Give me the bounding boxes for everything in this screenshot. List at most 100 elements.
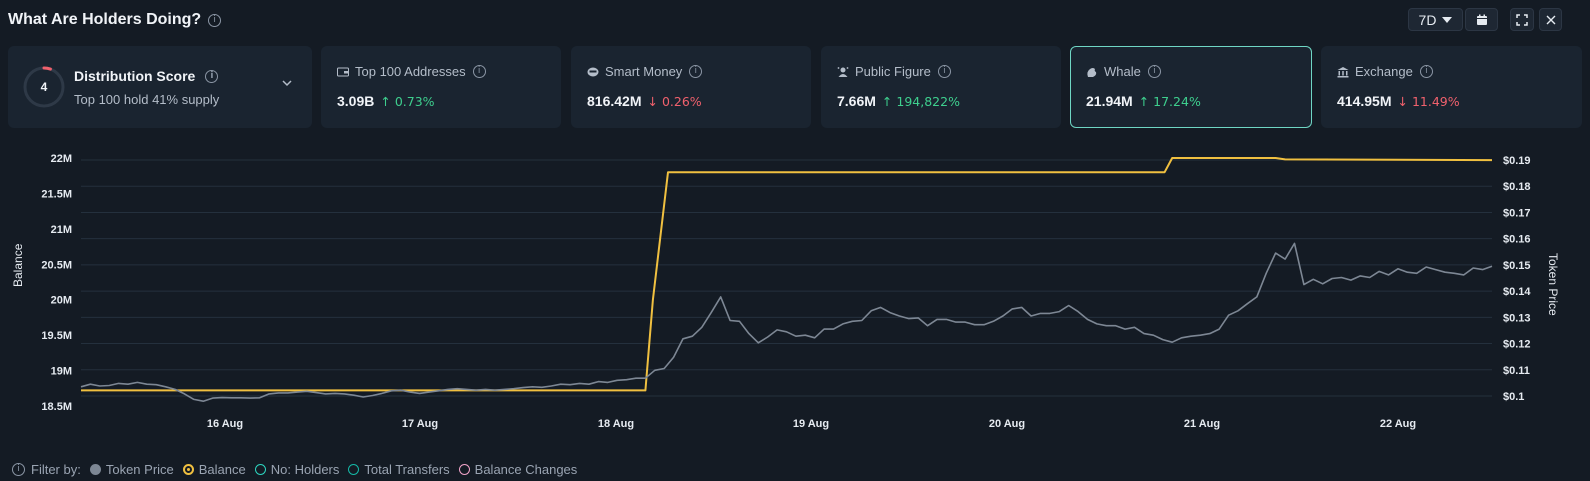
filter-dot	[89, 464, 101, 475]
card-label-row: Whale i	[1086, 64, 1161, 79]
info-icon[interactable]: i	[12, 463, 25, 476]
chart-filters: i Filter by: Token Price Balance No: Hol…	[12, 462, 586, 477]
card-value-row: 816.42M ↓ 0.26%	[587, 93, 702, 109]
info-icon[interactable]: i	[472, 65, 486, 78]
distribution-score-card[interactable]: 4 Distribution Score i Top 100 hold 41% …	[8, 46, 312, 128]
filter-balance[interactable]: Balance	[182, 462, 246, 477]
x-tick-label: 21 Aug	[1184, 418, 1220, 430]
info-icon[interactable]: i	[1147, 65, 1161, 78]
filter-dot	[348, 464, 360, 475]
card-exchange[interactable]: Exchange i 414.95M ↓ 11.49%	[1321, 46, 1582, 128]
star-person-icon	[837, 66, 849, 77]
y-axis-left-label: Balance	[11, 243, 25, 287]
filter-dot	[182, 464, 194, 475]
info-icon[interactable]: i	[1419, 65, 1433, 78]
balance-series-line	[81, 157, 1493, 392]
filter-balance-changes[interactable]: Balance Changes	[458, 462, 577, 477]
y-right-tick-label: $0.13	[1503, 312, 1531, 324]
info-icon[interactable]: i	[205, 69, 219, 83]
card-value: 414.95M	[1337, 93, 1392, 109]
filter-item-label: Token Price	[105, 462, 174, 477]
info-icon[interactable]: i	[937, 65, 951, 78]
card-change: 0.73%	[394, 94, 435, 109]
caret-down-icon	[1442, 16, 1453, 23]
page-title: What Are Holders Doing?	[8, 11, 202, 28]
card-label: Whale	[1104, 64, 1141, 79]
card-whale[interactable]: Whale i 21.94M ↑ 17.24%	[1070, 46, 1312, 128]
calendar-button[interactable]	[1465, 8, 1498, 31]
close-icon	[1546, 15, 1555, 24]
chevron-down-icon[interactable]	[280, 76, 294, 90]
calendar-icon	[1476, 14, 1487, 25]
card-label: Smart Money	[605, 64, 683, 79]
holder-cards: 4 Distribution Score i Top 100 hold 41% …	[8, 46, 1582, 128]
card-label: Exchange	[1355, 64, 1413, 79]
card-label: Public Figure	[855, 64, 931, 79]
y-right-tick-label: $0.14	[1503, 286, 1531, 298]
y-left-tick-label: 19.5M	[41, 330, 72, 342]
whale-icon	[1087, 67, 1097, 77]
card-change: 0.26%	[661, 94, 702, 109]
close-button[interactable]	[1539, 8, 1562, 31]
card-value: 21.94M	[1086, 93, 1133, 109]
card-change: 194,822%	[896, 94, 960, 109]
card-value-row: 21.94M ↑ 17.24%	[1086, 93, 1201, 109]
card-value-row: 3.09B ↑ 0.73%	[337, 93, 435, 109]
filter-no-holders[interactable]: No: Holders	[254, 462, 340, 477]
card-value-row: 7.66M ↑ 194,822%	[837, 93, 960, 109]
y-right-tick-label: $0.16	[1503, 234, 1531, 246]
filter-dot	[254, 464, 266, 475]
timeframe-dropdown[interactable]: 7D	[1408, 8, 1463, 31]
x-tick-label: 18 Aug	[598, 418, 634, 430]
x-tick-label: 17 Aug	[402, 418, 438, 430]
y-left-tick-label: 20M	[51, 295, 72, 307]
y-right-tick-label: $0.17	[1503, 207, 1531, 219]
card-top-100-addresses[interactable]: Top 100 Addresses i 3.09B ↑ 0.73%	[321, 46, 561, 128]
y-right-tick-label: $0.12	[1503, 339, 1531, 351]
card-change: 11.49%	[1411, 94, 1460, 109]
card-label: Top 100 Addresses	[355, 64, 466, 79]
y-left-tick-label: 21M	[51, 224, 72, 236]
card-label-row: Public Figure i	[837, 64, 951, 79]
filter-item-label: No: Holders	[270, 462, 340, 477]
info-icon[interactable]: i	[689, 65, 703, 78]
card-value-row: 414.95M ↓ 11.49%	[1337, 93, 1460, 109]
brain-icon	[587, 67, 599, 76]
x-tick-label: 22 Aug	[1380, 418, 1416, 430]
distribution-score-value: 4	[41, 80, 48, 94]
distribution-score-gauge: 4	[23, 66, 65, 108]
card-value: 7.66M	[837, 93, 876, 109]
expand-icon	[1516, 13, 1528, 26]
y-right-tick-label: $0.1	[1503, 391, 1524, 403]
token-price-series-line	[80, 242, 1493, 402]
x-tick-label: 19 Aug	[793, 418, 829, 430]
bank-icon	[1337, 66, 1349, 77]
change-up-indicator: ↑ 0.73%	[380, 94, 435, 109]
y-left-tick-label: 18.5M	[41, 401, 72, 413]
card-public-figure[interactable]: Public Figure i 7.66M ↑ 194,822%	[821, 46, 1061, 128]
filter-total-transfers[interactable]: Total Transfers	[348, 462, 450, 477]
y-right-tick-label: $0.18	[1503, 181, 1531, 193]
x-tick-label: 16 Aug	[207, 418, 243, 430]
filter-dot	[458, 464, 470, 475]
card-value: 3.09B	[337, 93, 375, 109]
timeframe-value: 7D	[1418, 11, 1437, 28]
filter-item-label: Balance	[198, 462, 246, 477]
distribution-score-subtitle: Top 100 hold 41% supply	[74, 92, 220, 107]
filter-item-label: Total Transfers	[364, 462, 450, 477]
filter-token-price[interactable]: Token Price	[89, 462, 174, 477]
fullscreen-button[interactable]	[1510, 8, 1534, 31]
y-left-tick-label: 19M	[51, 366, 72, 378]
chart-svg[interactable]: $0.19$0.18$0.17$0.16$0.15$0.14$0.13$0.12…	[0, 130, 1590, 442]
holders-chart[interactable]: $0.19 $0.18 $0.17 $0.16 $0.15 $0.14 $0.13 $0.12…	[0, 130, 1590, 442]
change-down-indicator: ↓ 0.26%	[647, 94, 702, 109]
change-up-indicator: ↑ 17.24%	[1138, 94, 1201, 109]
card-smart-money[interactable]: Smart Money i 816.42M ↓ 0.26%	[571, 46, 811, 128]
wallet-icon	[337, 67, 349, 76]
y-left-tick-label: 22M	[51, 153, 72, 165]
distribution-score-heading: Distribution Score i	[74, 68, 219, 84]
info-icon[interactable]: i	[208, 13, 222, 27]
card-label-row: Top 100 Addresses i	[337, 64, 486, 79]
change-down-indicator: ↓ 11.49%	[1397, 94, 1460, 109]
x-tick-label: 20 Aug	[989, 418, 1025, 430]
